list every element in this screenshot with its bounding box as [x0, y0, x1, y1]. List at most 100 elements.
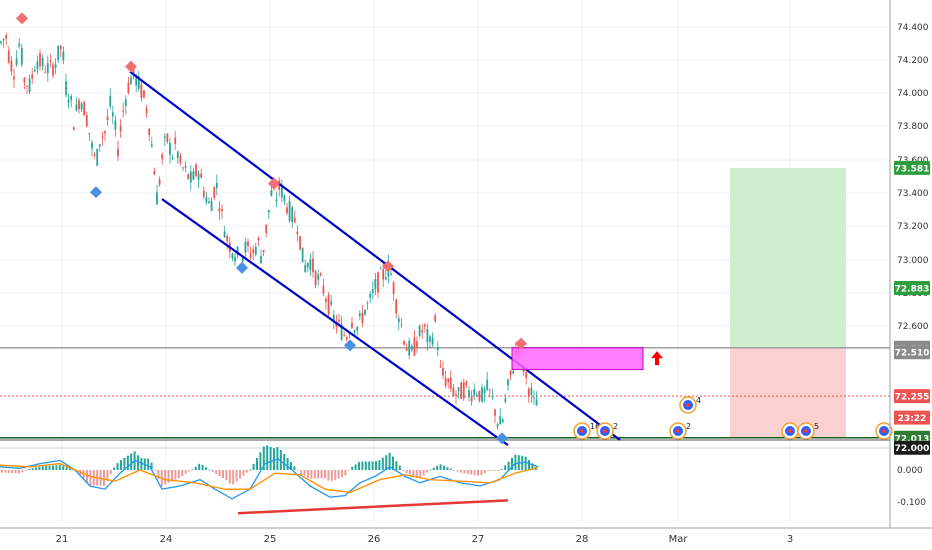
candle-body [478, 390, 481, 401]
price-label-text: 73.581 [895, 164, 930, 174]
macd-histogram-bar [86, 470, 88, 483]
candle-body [111, 112, 114, 117]
event-badge[interactable]: 4 [679, 396, 701, 414]
candle-body [330, 301, 333, 305]
macd-histogram-bar [171, 470, 173, 482]
candle-body [18, 43, 21, 47]
candle-body [291, 207, 294, 222]
horizontal-price-lines[interactable] [0, 347, 890, 441]
macd-histogram-bar [18, 470, 20, 474]
channel-upper-line[interactable] [129, 70, 621, 441]
candle-body [158, 179, 161, 185]
candle-body [260, 255, 262, 264]
candle-body [20, 47, 23, 65]
candlestick-series [0, 32, 538, 430]
event-badge[interactable] [781, 422, 799, 440]
macd-histogram-bar [157, 470, 160, 479]
macd-histogram-bar [31, 468, 34, 470]
candle-body [317, 274, 320, 280]
candle-body [436, 346, 439, 351]
profit-zone[interactable] [730, 167, 846, 348]
candle-body [410, 345, 413, 351]
macd-histogram-bar [228, 470, 231, 484]
candle-body [429, 336, 431, 342]
pivot-high-diamond-icon [515, 337, 527, 350]
candle-body [390, 273, 392, 275]
candle-body [288, 200, 291, 222]
event-badge[interactable]: 16 [573, 422, 600, 440]
macd-histogram-bar [388, 452, 391, 470]
x-tick-label: 26 [368, 534, 381, 545]
macd-histogram-bar [422, 470, 425, 476]
candle-body [408, 340, 411, 356]
candle-body [353, 330, 356, 333]
macd-histogram-bar [137, 455, 139, 470]
candle-body [93, 154, 96, 156]
macd-histogram-bar [28, 469, 31, 470]
candle-body [10, 60, 13, 72]
divergence-line[interactable] [237, 499, 509, 515]
candle-body [5, 35, 8, 39]
macd-histogram-bar [415, 470, 418, 477]
descending-channel[interactable] [129, 70, 621, 447]
macd-histogram-bar [531, 463, 534, 470]
candle-body [382, 268, 385, 280]
y-tick-label: 72.600 [897, 322, 929, 332]
candle-body [325, 298, 327, 302]
candle-body [314, 271, 317, 286]
x-tick-label: 25 [264, 534, 277, 545]
macd-histogram-bar [511, 457, 513, 470]
macd-histogram-bar [225, 470, 228, 481]
macd-histogram-bar [177, 470, 180, 479]
long-position-tool[interactable] [730, 167, 846, 438]
candle-body [439, 366, 442, 367]
supply-zone-rect[interactable] [511, 347, 644, 370]
candle-body [135, 75, 138, 86]
candle-body [306, 263, 309, 268]
channel-lower-line[interactable] [161, 198, 509, 447]
candle-body [530, 387, 533, 395]
economic-event-badges[interactable]: 16 2 4 2 5 [573, 396, 893, 440]
candle-body [504, 398, 507, 402]
candle-body [174, 137, 177, 144]
macd-histogram-bar [341, 470, 343, 478]
pivot-low-diamond-icon [344, 339, 356, 352]
macd-histogram-bar [361, 461, 364, 470]
candle-body [418, 325, 421, 336]
macd-histogram-bar [69, 468, 71, 470]
candle-body [197, 173, 200, 180]
macd-histogram-bar [409, 470, 411, 475]
supply-zone[interactable] [511, 347, 663, 370]
candle-body [249, 253, 252, 258]
price-label-text: 72.013 [895, 434, 930, 444]
macd-histogram-bar [235, 470, 238, 482]
candle-body [70, 95, 73, 101]
candle-body [327, 294, 330, 315]
candle-body [117, 148, 119, 157]
event-badge[interactable]: 2 [669, 422, 691, 440]
macd-histogram-bar [405, 470, 408, 474]
event-badge[interactable] [875, 422, 893, 440]
candle-body [400, 324, 403, 326]
macd-histogram-bar [120, 460, 122, 470]
candle-body [244, 241, 247, 253]
candle-body [132, 67, 135, 77]
macd-histogram-bar [307, 470, 309, 478]
macd-histogram-bar [419, 470, 422, 479]
candle-body [509, 370, 512, 376]
candle-body [475, 394, 478, 396]
candle-body [213, 187, 216, 198]
price-label: 72.000 [894, 440, 930, 455]
event-badge[interactable]: 5 [797, 422, 819, 440]
macd-histogram-bar [429, 469, 432, 471]
macd-y-tick-label: -0.100 [897, 498, 926, 508]
candle-body [364, 309, 366, 315]
macd-histogram-bar [436, 465, 439, 470]
macd-histogram-bar [256, 458, 258, 470]
candle-body [0, 41, 2, 43]
event-badge[interactable]: 2 [596, 422, 618, 440]
macd-histogram-bar [38, 466, 41, 470]
candle-body [262, 249, 265, 253]
macd-histogram-bar [378, 459, 381, 470]
